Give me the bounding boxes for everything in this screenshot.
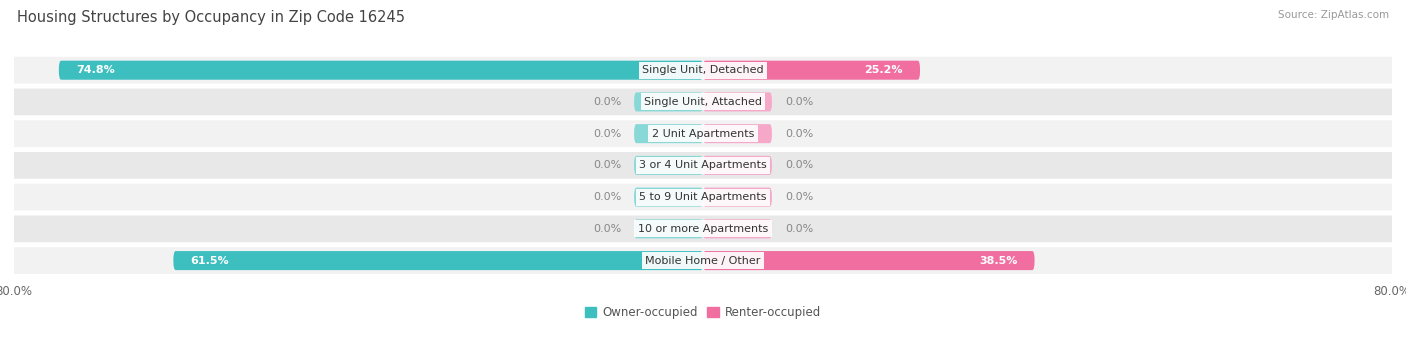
Text: 74.8%: 74.8%: [76, 65, 115, 75]
FancyBboxPatch shape: [634, 219, 703, 238]
FancyBboxPatch shape: [6, 88, 1400, 116]
Text: 0.0%: 0.0%: [593, 129, 621, 139]
Text: 3 or 4 Unit Apartments: 3 or 4 Unit Apartments: [640, 160, 766, 170]
Text: 10 or more Apartments: 10 or more Apartments: [638, 224, 768, 234]
Text: 0.0%: 0.0%: [785, 129, 813, 139]
FancyBboxPatch shape: [6, 56, 1400, 85]
FancyBboxPatch shape: [703, 219, 772, 238]
FancyBboxPatch shape: [634, 188, 703, 207]
Text: 2 Unit Apartments: 2 Unit Apartments: [652, 129, 754, 139]
Text: Single Unit, Attached: Single Unit, Attached: [644, 97, 762, 107]
Text: 25.2%: 25.2%: [865, 65, 903, 75]
FancyBboxPatch shape: [59, 61, 703, 80]
FancyBboxPatch shape: [634, 124, 703, 143]
FancyBboxPatch shape: [634, 156, 703, 175]
FancyBboxPatch shape: [703, 124, 772, 143]
FancyBboxPatch shape: [703, 251, 1035, 270]
Text: 38.5%: 38.5%: [979, 256, 1018, 266]
Text: 0.0%: 0.0%: [785, 192, 813, 202]
FancyBboxPatch shape: [703, 188, 772, 207]
FancyBboxPatch shape: [6, 214, 1400, 243]
Text: Single Unit, Detached: Single Unit, Detached: [643, 65, 763, 75]
FancyBboxPatch shape: [6, 119, 1400, 148]
Text: Mobile Home / Other: Mobile Home / Other: [645, 256, 761, 266]
Text: Housing Structures by Occupancy in Zip Code 16245: Housing Structures by Occupancy in Zip C…: [17, 10, 405, 25]
Text: 0.0%: 0.0%: [593, 160, 621, 170]
FancyBboxPatch shape: [6, 246, 1400, 275]
FancyBboxPatch shape: [6, 183, 1400, 211]
FancyBboxPatch shape: [703, 156, 772, 175]
Text: 0.0%: 0.0%: [593, 192, 621, 202]
Text: 0.0%: 0.0%: [785, 160, 813, 170]
FancyBboxPatch shape: [6, 151, 1400, 180]
Text: Source: ZipAtlas.com: Source: ZipAtlas.com: [1278, 10, 1389, 20]
FancyBboxPatch shape: [173, 251, 703, 270]
FancyBboxPatch shape: [634, 92, 703, 112]
Text: 0.0%: 0.0%: [785, 224, 813, 234]
Text: 0.0%: 0.0%: [785, 97, 813, 107]
FancyBboxPatch shape: [703, 61, 920, 80]
Text: 0.0%: 0.0%: [593, 224, 621, 234]
Text: 5 to 9 Unit Apartments: 5 to 9 Unit Apartments: [640, 192, 766, 202]
FancyBboxPatch shape: [703, 92, 772, 112]
Text: 61.5%: 61.5%: [191, 256, 229, 266]
Legend: Owner-occupied, Renter-occupied: Owner-occupied, Renter-occupied: [579, 301, 827, 324]
Text: 0.0%: 0.0%: [593, 97, 621, 107]
